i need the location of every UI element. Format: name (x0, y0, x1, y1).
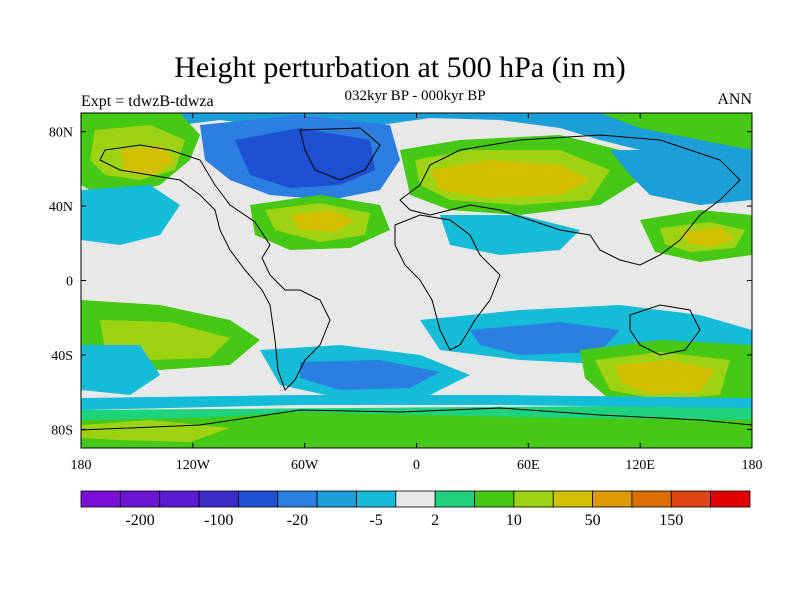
antarctic-positive-inner (81, 412, 752, 448)
map-title: Height perturbation at 500 hPa (in m) (174, 51, 626, 84)
lon-tick-label: 60E (517, 458, 540, 473)
colorbar-swatch (395, 490, 436, 508)
africa-coast (394, 214, 501, 351)
latitude-ticks: 80N 40N 0 40S 80S (49, 126, 752, 438)
colorbar-swatch (552, 490, 593, 508)
colorbar-swatch (277, 490, 318, 508)
alaska-peak (120, 145, 175, 175)
lon-tick-label: 120W (176, 458, 211, 473)
greenland-coast (299, 127, 381, 181)
lat-tick-label: 40S (51, 349, 73, 364)
height-field (81, 113, 752, 448)
lon-tick-label: 60W (291, 458, 319, 473)
experiment-label: Expt = tdwzB-tdwza (81, 93, 214, 110)
map-subtitle: 032kyr BP - 000kyr BP (344, 88, 486, 104)
season-label: ANN (717, 91, 752, 108)
lon-tick-label: 180 (71, 458, 92, 473)
colorbar: -200 -100 -20 -5 2 10 50 150 (80, 490, 751, 529)
colorbar-swatch (670, 490, 712, 508)
eurasia-coast (399, 134, 741, 266)
colorbar-label: -100 (204, 512, 233, 529)
indian-ocean-negative-core (470, 322, 620, 355)
lat-tick-label: 80S (51, 423, 73, 438)
colorbar-swatch (474, 490, 515, 508)
atlantic-peak (290, 210, 355, 232)
antarctica-coast (81, 407, 752, 431)
colorbar-label: 50 (585, 512, 601, 529)
lon-tick-label: 120E (625, 458, 655, 473)
arctic-east-positive (600, 113, 752, 150)
circumpolar-negative (81, 395, 752, 410)
colorbar-swatch (80, 490, 121, 508)
colorbar-swatch (513, 490, 554, 508)
lat-tick-label: 0 (66, 275, 73, 290)
colorbar-swatch (238, 490, 279, 508)
south-pacific-negative (81, 345, 160, 395)
lat-tick-label: 80N (49, 126, 73, 141)
colorbar-label: 150 (659, 512, 683, 529)
colorbar-swatch (710, 490, 751, 508)
lon-tick-label: 0 (413, 458, 420, 473)
colorbar-swatch (198, 490, 239, 508)
siberia-negative (610, 150, 752, 205)
colorbar-swatch (434, 490, 475, 508)
americas-coast (99, 144, 331, 391)
lon-tick-label: 180 (742, 458, 763, 473)
longitude-ticks: 180 120W 60W 0 60E 120E 180 (71, 113, 763, 473)
west-pacific-peak (680, 228, 735, 246)
coastlines (81, 127, 752, 431)
arctic-band (81, 113, 752, 175)
colorbar-swatch (119, 490, 161, 508)
colorbar-swatch (592, 490, 633, 508)
north-pacific-negative (81, 185, 180, 245)
colorbar-label: -5 (369, 512, 382, 529)
south-indian-peak (615, 360, 715, 394)
colorbar-swatch (631, 490, 672, 508)
canada-negative-core (235, 128, 375, 188)
colorbar-label: 10 (506, 512, 522, 529)
colorbar-swatch (159, 490, 200, 508)
eurasia-peak (430, 160, 590, 198)
colorbar-swatch (356, 490, 397, 508)
colorbar-label: 2 (431, 512, 439, 529)
colorbar-label: -200 (125, 512, 154, 529)
colorbar-label: -20 (287, 512, 308, 529)
australia-coast (629, 304, 701, 356)
colorbar-swatch (316, 490, 357, 508)
lat-tick-label: 40N (49, 200, 73, 215)
south-atlantic-core (300, 360, 440, 390)
